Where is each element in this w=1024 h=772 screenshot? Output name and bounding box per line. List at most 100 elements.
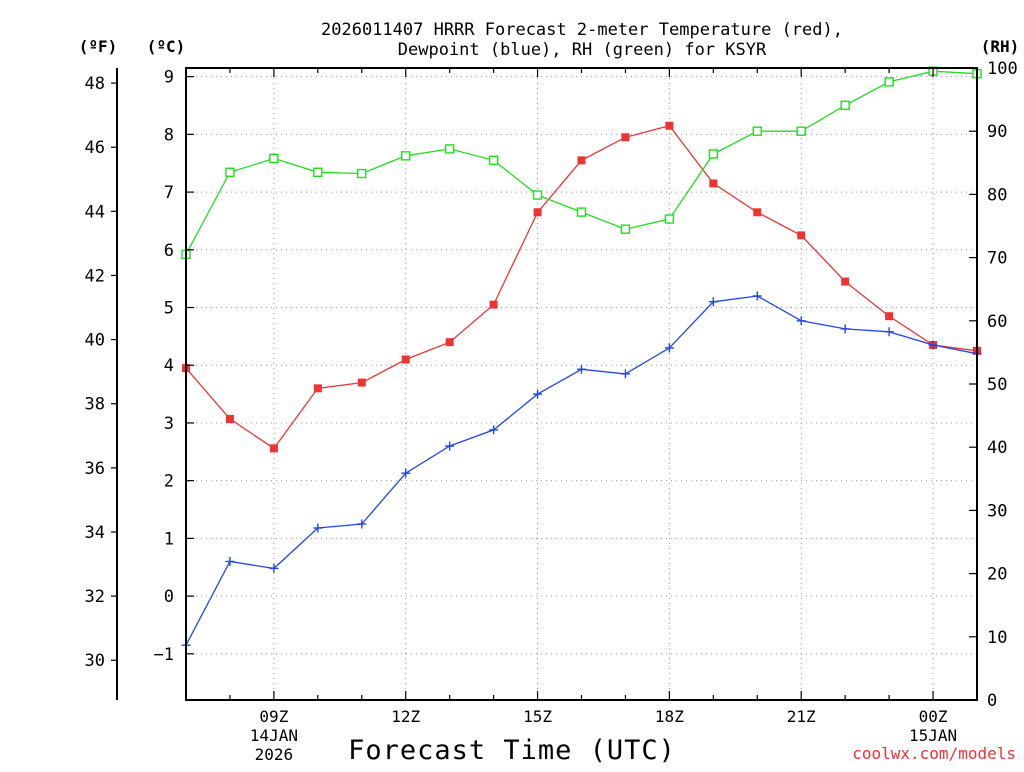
temperature-point bbox=[225, 414, 234, 423]
chart-title-line1: 2026011407 HRRR Forecast 2-meter Tempera… bbox=[321, 20, 843, 40]
x-tick-label: 21Z bbox=[787, 707, 816, 726]
dewpoint-point bbox=[840, 324, 850, 334]
fahrenheit-tick-label: 32 bbox=[85, 587, 105, 607]
x-axis-title: Forecast Time (UTC) bbox=[348, 735, 676, 766]
x-tick-label: 18Z bbox=[655, 707, 684, 726]
dewpoint-point bbox=[269, 563, 279, 573]
celsius-tick-label: 5 bbox=[164, 299, 174, 319]
rh-tick-label: 40 bbox=[987, 438, 1007, 458]
x-tick-label: 15Z bbox=[523, 707, 552, 726]
rh-tick-label: 80 bbox=[987, 185, 1007, 205]
rh-point bbox=[269, 153, 279, 164]
rh-point bbox=[840, 100, 850, 110]
label-layer: 2026011407 HRRR Forecast 2-meter Tempera… bbox=[79, 20, 1020, 766]
temperature-point bbox=[445, 338, 454, 347]
rh-point bbox=[708, 149, 719, 159]
fahrenheit-unit-label: (ºF) bbox=[79, 37, 118, 56]
dewpoint-point bbox=[489, 425, 499, 435]
rh-tick-label: 20 bbox=[987, 565, 1007, 585]
dewpoint-point bbox=[313, 523, 323, 533]
dewpoint-point bbox=[884, 327, 894, 337]
fahrenheit-tick-label: 44 bbox=[85, 202, 105, 222]
temperature-point bbox=[577, 156, 586, 165]
rh-tick-label: 50 bbox=[987, 375, 1007, 395]
temperature-point bbox=[269, 444, 278, 453]
celsius-tick-label: 7 bbox=[164, 183, 174, 203]
rh-point bbox=[884, 77, 894, 87]
rh-point bbox=[488, 155, 499, 165]
celsius-tick-label: −1 bbox=[154, 645, 174, 665]
axis-layer bbox=[111, 67, 978, 701]
dewpoint-point bbox=[401, 468, 411, 478]
dewpoint-point bbox=[225, 556, 235, 566]
fahrenheit-tick-label: 48 bbox=[85, 74, 105, 94]
temperature-point bbox=[357, 378, 366, 387]
rh-tick-label: 10 bbox=[987, 628, 1007, 648]
temperature-point bbox=[489, 300, 498, 309]
dewpoint-point bbox=[445, 441, 455, 451]
x-tick-label: 14JAN bbox=[250, 726, 298, 745]
x-tick-label: 15JAN bbox=[909, 726, 957, 745]
dewpoint-point bbox=[577, 364, 586, 374]
celsius-unit-label: (ºC) bbox=[147, 37, 186, 56]
fahrenheit-tick-label: 34 bbox=[85, 523, 105, 543]
temperature-point bbox=[401, 355, 410, 364]
temperature-point bbox=[753, 208, 762, 217]
fahrenheit-tick-label: 30 bbox=[85, 651, 105, 671]
temperature-point bbox=[621, 133, 630, 142]
rh-point bbox=[532, 190, 543, 200]
temperature-point bbox=[885, 312, 894, 321]
dewpoint-point bbox=[752, 291, 762, 301]
celsius-tick-label: 9 bbox=[164, 68, 174, 88]
temperature-point bbox=[313, 384, 322, 393]
temperature-point bbox=[841, 277, 850, 286]
fahrenheit-tick-label: 46 bbox=[85, 138, 105, 158]
rh-tick-label: 100 bbox=[987, 59, 1018, 79]
rh-point bbox=[313, 167, 323, 177]
dewpoint-point bbox=[533, 389, 543, 399]
chart-title-line2: Dewpoint (blue), RH (green) for KSYR bbox=[398, 40, 767, 60]
dewpoint-point bbox=[620, 369, 630, 379]
celsius-tick-label: 1 bbox=[164, 529, 174, 549]
rh-point bbox=[620, 224, 631, 234]
celsius-tick-label: 4 bbox=[164, 356, 174, 376]
fahrenheit-tick-label: 36 bbox=[85, 459, 105, 479]
rh-point bbox=[225, 167, 235, 177]
fahrenheit-tick-label: 40 bbox=[85, 331, 105, 351]
temperature-point bbox=[709, 179, 718, 188]
rh-point bbox=[796, 126, 806, 136]
x-tick-label: 2026 bbox=[255, 745, 294, 764]
fahrenheit-tick-label: 42 bbox=[85, 266, 105, 286]
dewpoint-line bbox=[185, 295, 978, 646]
temperature-series bbox=[182, 121, 981, 453]
series-layer bbox=[181, 66, 982, 650]
rh-point bbox=[444, 144, 455, 154]
temperature-point bbox=[533, 208, 542, 217]
celsius-tick-label: 2 bbox=[164, 472, 174, 492]
rh-point bbox=[576, 207, 587, 217]
dewpoint-point bbox=[708, 297, 718, 307]
rh-tick-label: 90 bbox=[987, 122, 1007, 142]
rh-point bbox=[752, 126, 762, 136]
rh-tick-label: 60 bbox=[987, 312, 1007, 332]
celsius-tick-label: 0 bbox=[164, 587, 174, 607]
x-tick-label: 00Z bbox=[919, 707, 948, 726]
x-tick-label: 09Z bbox=[259, 707, 288, 726]
x-tick-label: 12Z bbox=[391, 707, 420, 726]
rh-unit-label: (RH) bbox=[981, 37, 1020, 56]
dewpoint-point bbox=[357, 519, 367, 529]
rh-point bbox=[401, 151, 411, 161]
rh-tick-label: 30 bbox=[987, 501, 1007, 521]
dewpoint-point bbox=[664, 343, 674, 353]
celsius-tick-label: 8 bbox=[164, 125, 174, 145]
rh-tick-label: 0 bbox=[987, 691, 997, 711]
temperature-point bbox=[797, 231, 806, 240]
dewpoint-point bbox=[796, 316, 806, 326]
temperature-point bbox=[665, 121, 674, 130]
fahrenheit-tick-label: 38 bbox=[85, 395, 105, 415]
celsius-tick-label: 6 bbox=[164, 241, 174, 261]
rh-point bbox=[664, 214, 675, 224]
celsius-tick-label: 3 bbox=[164, 414, 174, 434]
grid-layer bbox=[186, 68, 977, 700]
